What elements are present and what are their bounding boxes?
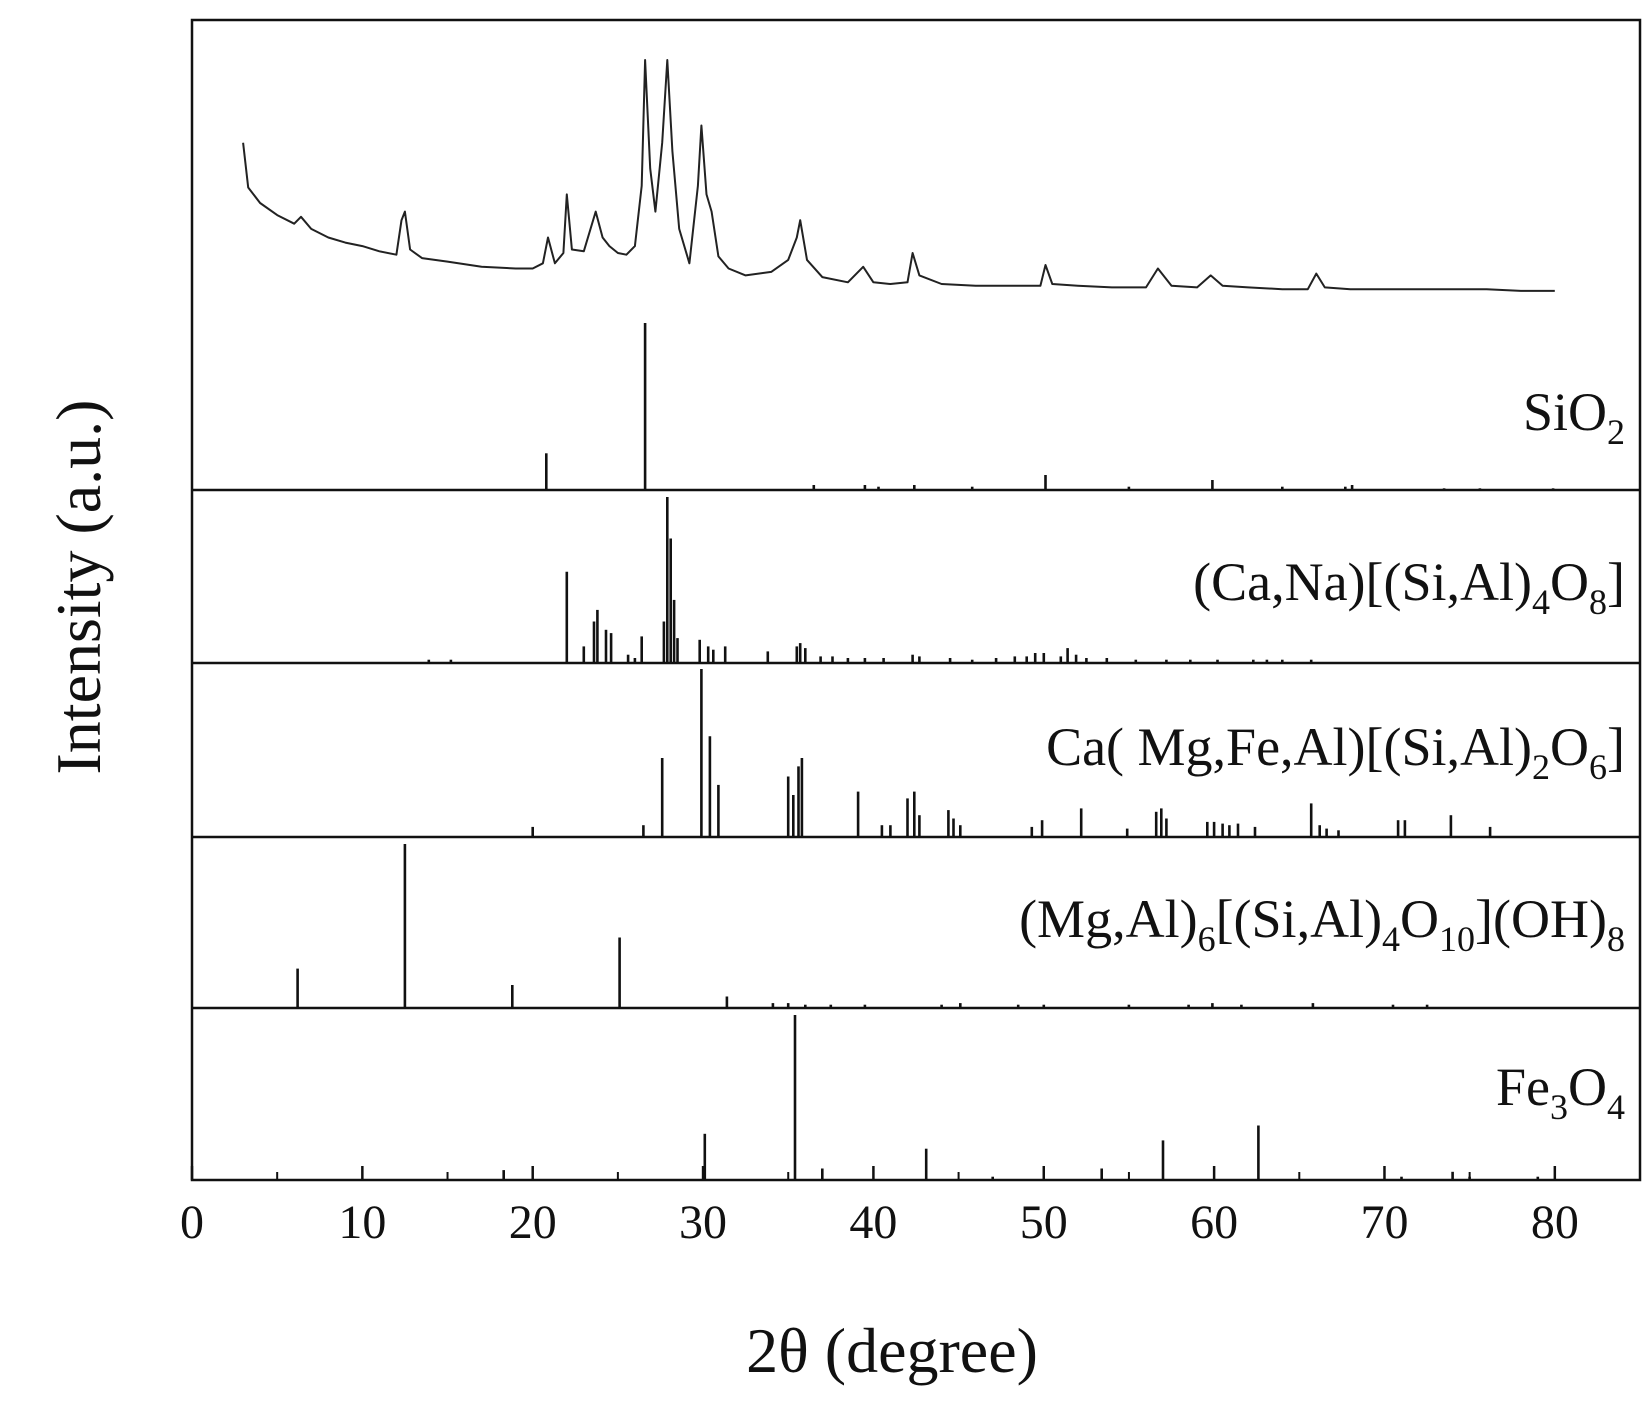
reference-label-2: (Ca,Na)[(Si,Al)4O8]: [1193, 552, 1625, 622]
reference-panel-5: Fe3O4: [192, 1006, 1640, 1180]
x-tick-label: 70: [1360, 1196, 1408, 1249]
chart-frame: [190, 18, 1642, 1182]
reference-panel-1: SiO2: [544, 323, 1625, 490]
reference-panel-3: Ca( Mg,Fe,Al)[(Si,Al)2O6]: [192, 661, 1640, 837]
reference-label-1: SiO2: [1523, 382, 1625, 452]
chart-panels: SiO2 (Ca,Na)[(Si,Al)4O8] Ca( Mg,Fe,Al)[(Si…: [192, 59, 1640, 1180]
x-tick-label: 30: [679, 1196, 727, 1249]
reference-panel-2: (Ca,Na)[(Si,Al)4O8]: [192, 488, 1640, 663]
x-tick-label: 60: [1190, 1196, 1238, 1249]
x-tick-label: 50: [1020, 1196, 1068, 1249]
x-tick-label: 0: [180, 1196, 204, 1249]
x-tick-label: 80: [1531, 1196, 1579, 1249]
reference-panel-4: (Mg,Al)6[(Si,Al)4O10](OH)8: [192, 835, 1640, 1008]
y-axis-label: Intensity (a.u.): [43, 400, 114, 775]
x-tick-label: 20: [509, 1196, 557, 1249]
plot-frame: [190, 18, 1642, 1182]
x-axis: 0 10 20 30 40 50 60 70 80: [180, 1166, 1579, 1249]
x-tick-label: 10: [338, 1196, 386, 1249]
x-axis-label: 2θ (degree): [746, 1315, 1038, 1386]
reference-label-3: Ca( Mg,Fe,Al)[(Si,Al)2O6]: [1046, 717, 1625, 787]
reference-label-4: (Mg,Al)6[(Si,Al)4O10](OH)8: [1019, 889, 1625, 959]
measured-pattern-line: [242, 59, 1555, 292]
x-tick-label: 40: [849, 1196, 897, 1249]
reference-label-5: Fe3O4: [1496, 1057, 1625, 1127]
